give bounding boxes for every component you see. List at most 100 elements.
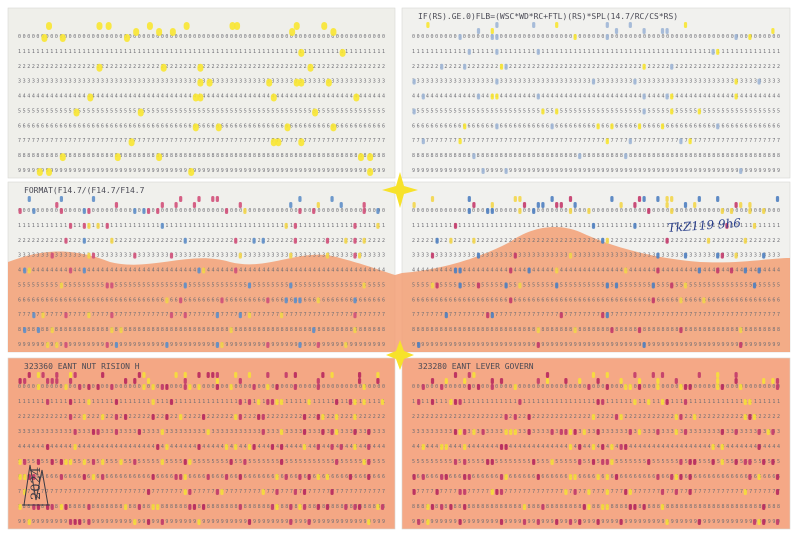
- punched-hole: [637, 384, 642, 390]
- punched-hole: [243, 459, 247, 465]
- punched-hole: [490, 459, 494, 465]
- punched-hole: [573, 327, 577, 334]
- punched-hole: [160, 222, 164, 229]
- punched-hole: [509, 297, 513, 304]
- punched-hole: [679, 384, 683, 390]
- punched-hole: [440, 444, 444, 450]
- punched-hole: [679, 414, 683, 420]
- punched-hole: [110, 327, 114, 334]
- punched-hole: [36, 168, 43, 176]
- punched-hole: [725, 222, 729, 229]
- punched-hole: [435, 282, 439, 289]
- punched-hole: [642, 28, 646, 34]
- punched-hole: [110, 282, 114, 289]
- punched-hole: [197, 444, 201, 450]
- punched-hole: [18, 474, 22, 480]
- punched-hole: [284, 123, 291, 132]
- punched-hole: [660, 372, 665, 378]
- punched-hole: [532, 208, 536, 214]
- punched-hole: [467, 384, 471, 390]
- punched-hole: [114, 342, 119, 348]
- punched-hole: [624, 384, 628, 390]
- punched-hole: [362, 237, 366, 244]
- punched-hole: [495, 489, 499, 495]
- punched-hole: [270, 444, 275, 450]
- punched-hole: [624, 153, 628, 160]
- punched-hole: [215, 372, 219, 378]
- punched-hole: [748, 202, 752, 208]
- punched-hole: [568, 196, 573, 202]
- punched-hole: [499, 378, 504, 384]
- punched-hole: [68, 267, 73, 274]
- punched-hole: [674, 378, 678, 384]
- punched-hole: [463, 63, 467, 70]
- punched-hole: [601, 312, 605, 319]
- punched-hole: [734, 34, 738, 40]
- punched-hole: [293, 384, 297, 390]
- punched-hole: [660, 123, 665, 130]
- punched-hole: [87, 384, 91, 390]
- punched-hole: [660, 399, 665, 405]
- punched-hole: [605, 282, 609, 289]
- punched-hole: [486, 312, 490, 319]
- punched-hole: [642, 93, 646, 100]
- punched-hole: [156, 208, 160, 214]
- punched-hole: [321, 22, 328, 30]
- punched-hole: [642, 342, 646, 348]
- punched-hole: [238, 399, 242, 405]
- punched-hole: [536, 327, 540, 334]
- punched-hole: [532, 459, 536, 465]
- punched-hole: [96, 384, 100, 390]
- punched-hole: [119, 327, 123, 334]
- punched-hole: [660, 489, 665, 495]
- punched-hole: [78, 519, 82, 525]
- punched-hole: [762, 378, 766, 384]
- punched-hole: [376, 378, 380, 384]
- punched-hole: [458, 399, 462, 405]
- punched-hole: [160, 519, 164, 525]
- punched-hole: [247, 312, 252, 319]
- punched-hole: [444, 444, 448, 450]
- punch-card: [401, 7, 791, 179]
- punched-hole: [247, 519, 252, 525]
- punched-hole: [771, 429, 775, 435]
- punched-hole: [412, 489, 416, 495]
- punched-hole: [421, 93, 425, 100]
- punched-hole: [325, 237, 330, 244]
- punched-hole: [46, 399, 50, 405]
- punched-hole: [697, 519, 701, 525]
- punched-hole: [532, 22, 536, 28]
- punched-hole: [619, 202, 623, 208]
- punched-hole: [261, 414, 265, 420]
- punched-hole: [339, 48, 346, 57]
- punched-hole: [160, 459, 164, 465]
- punched-hole: [490, 489, 494, 495]
- punched-hole: [32, 208, 36, 214]
- punched-hole: [633, 78, 637, 85]
- punched-hole: [771, 28, 775, 34]
- punched-hole: [87, 399, 91, 405]
- punched-hole: [266, 297, 270, 304]
- punched-hole: [555, 202, 559, 208]
- punched-hole: [302, 504, 307, 510]
- punched-hole: [367, 168, 374, 176]
- punched-hole: [536, 342, 540, 348]
- punched-hole: [18, 459, 22, 465]
- punched-hole: [476, 28, 481, 34]
- punched-hole: [183, 237, 187, 244]
- punched-hole: [298, 78, 305, 87]
- punched-hole: [568, 208, 573, 214]
- punched-hole: [683, 252, 688, 259]
- punched-hole: [220, 297, 224, 304]
- punched-hole: [330, 28, 337, 36]
- punched-hole: [596, 123, 600, 130]
